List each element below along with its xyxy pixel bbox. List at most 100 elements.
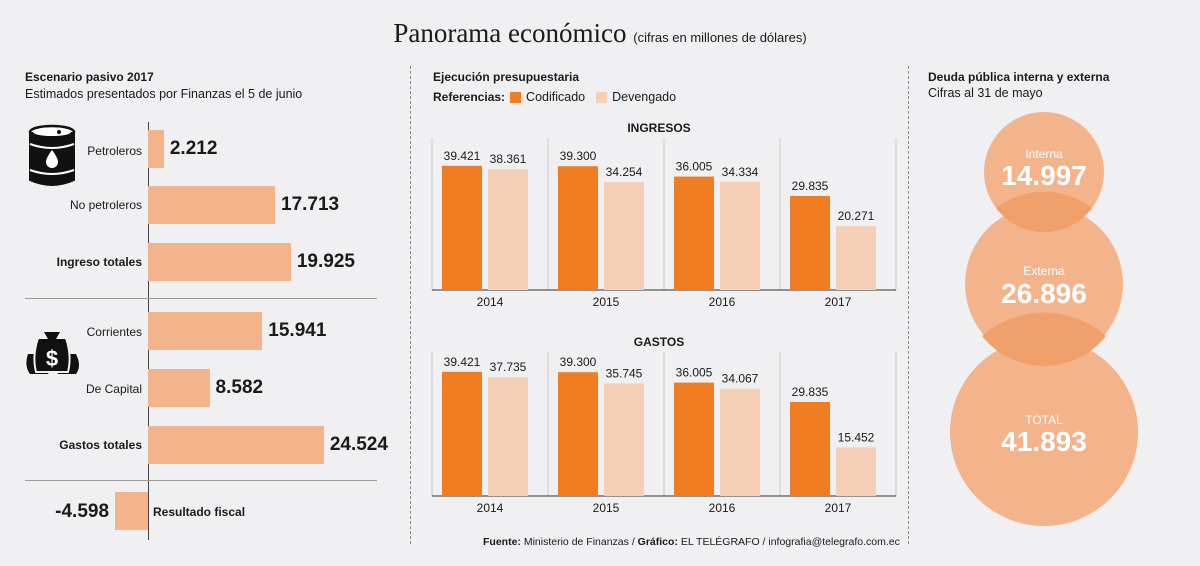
ingresos-bar-2016-codificado [674,176,714,290]
footer-grafico-text: EL TELÉGRAFO / infografia@telegrafo.com.… [680,536,900,548]
gastos-bar-2017-devengado [836,447,876,496]
gastos-bar-2014-devengado [488,377,528,496]
gastos-data-label: 15.452 [838,430,875,444]
hbar-gastos-totales [148,426,324,464]
ingresos-bar-2014-devengado [488,169,528,290]
hbar-no-petroleros [148,186,275,224]
gastos-data-label: 39.421 [444,355,481,369]
gastos-tick-label: 2016 [709,501,736,515]
ingresos-data-label: 39.421 [444,149,481,163]
gastos-data-label: 39.300 [560,355,597,369]
interna-label: Interna [1025,147,1063,161]
hbar-value-gastos-totales: 24.524 [329,434,388,455]
svg-text:$: $ [46,346,58,371]
debt-circles [950,112,1138,526]
ingresos-data-label: 34.254 [606,165,643,179]
gastos-bar-2015-devengado [604,383,644,496]
ingresos-bar-2015-codificado [558,166,598,290]
page-title: Panorama económico (cifras en millones d… [0,18,1200,49]
footer-fuente-label: Fuente: [483,536,521,548]
gastos-data-label: 35.745 [606,366,643,380]
ingresos-tick-label: 2017 [825,295,852,309]
gastos-data-label: 37.735 [490,360,527,374]
footer-slash: / [631,536,635,548]
externa-value: 26.896 [1001,278,1087,309]
hbar-label-gastos-totales: Gastos totales [59,438,142,452]
ingresos-tick-label: 2015 [593,295,620,309]
gastos-data-label: 36.005 [676,366,713,380]
ingresos-tick-label: 2016 [709,295,736,309]
legend-label-devengado: Devengado [612,90,677,104]
ingresos-bar-2015-devengado [604,182,644,290]
middle-title: Ejecución presupuestaria [433,70,580,84]
right-title: Deuda pública interna y externa [928,70,1110,84]
hbar-label-petroleros: Petroleros [87,144,142,158]
ingresos-bar-2017-devengado [836,226,876,290]
legend-title: Referencias: [433,90,506,104]
hbar-label-de-capital: De Capital [85,382,142,396]
gastos-data-label: 34.067 [722,372,759,386]
left-divider-2 [25,480,377,481]
gastos-tick-label: 2017 [825,501,852,515]
ingresos-data-label: 36.005 [676,160,713,174]
gastos-bar-2017-codificado [790,402,830,496]
legend-label-codificado: Codificado [526,90,586,104]
hbar-resultado-fiscal [115,492,148,530]
gastos-bar-2015-codificado [558,372,598,496]
page-subtitle: (cifras en millones de dólares) [633,30,807,45]
hbar-value-ingreso-totales: 19.925 [296,251,355,272]
gastos-bar-2016-devengado [720,388,760,496]
left-title: Escenario pasivo 2017 [25,70,154,84]
hbar-label-ingreso-totales: Ingreso totales [56,255,142,269]
overlap-externa-total [982,312,1106,367]
gastos-data-label: 29.835 [792,385,829,399]
divider-left [410,66,411,544]
hbar-label-corrientes: Corrientes [86,325,142,339]
hbar-value-resultado-fiscal: -4.598 [55,501,110,522]
ingresos-data-label: 38.361 [490,152,527,166]
ingresos-data-label: 34.334 [722,165,759,179]
money-bags-icon: $ [22,330,82,378]
total-label: TOTAL [1025,413,1063,427]
gastos-chart-title: GASTOS [634,335,684,349]
hbar-label-resultado-fiscal: Resultado fiscal [153,505,246,519]
legend-swatch-devengado [596,91,608,103]
right-subtitle: Cifras al 31 de mayo [928,86,1043,100]
ingresos-tick-label: 2014 [477,295,504,309]
gastos-tick-label: 2014 [477,501,504,515]
legend-swatch-codificado [510,91,522,103]
gastos-tick-label: 2015 [593,501,620,515]
ingresos-chart-title: INGRESOS [627,121,690,135]
divider-right [908,66,909,544]
ingresos-bar-2016-devengado [720,181,760,290]
hbar-value-petroleros: 2.212 [169,138,218,159]
hbar-value-de-capital: 8.582 [215,377,264,398]
ingresos-data-label: 20.271 [838,209,875,223]
hbar-petroleros [148,130,164,168]
budget-charts: INGRESOS 39.421 38.361 2014 39.300 34.254 2015… [431,121,897,515]
ingresos-bar-2014-codificado [442,165,482,290]
footer-fuente-text: Ministerio de Finanzas [523,536,629,548]
hbar-value-corrientes: 15.941 [268,320,327,341]
ingresos-bar-2017-codificado [790,196,830,290]
circle-total [950,338,1138,526]
ingresos-data-label: 39.300 [560,149,597,163]
total-value: 41.893 [1001,426,1087,457]
interna-value: 14.997 [1001,160,1087,191]
footer-credits: Fuente: Ministerio de Finanzas / Gráfico… [483,536,900,548]
left-subtitle: Estimados presentados por Finanzas el 5 … [25,87,303,101]
footer-grafico-label: Gráfico: [637,536,678,548]
left-divider-1 [25,298,377,299]
hbar-ingreso-totales [148,243,291,281]
oil-barrel-icon [28,124,76,188]
page-title-text: Panorama económico [393,18,627,48]
legend: Referencias: Codificado Devengado [433,90,676,104]
hbar-value-no-petroleros: 17.713 [281,194,340,215]
externa-label: Externa [1023,264,1065,278]
overlap-interna-externa [996,191,1092,233]
ingresos-data-label: 29.835 [792,179,829,193]
hbar-de-capital [148,369,210,407]
hbar-corrientes [148,312,263,350]
gastos-bar-2016-codificado [674,382,714,496]
gastos-bar-2014-codificado [442,371,482,496]
